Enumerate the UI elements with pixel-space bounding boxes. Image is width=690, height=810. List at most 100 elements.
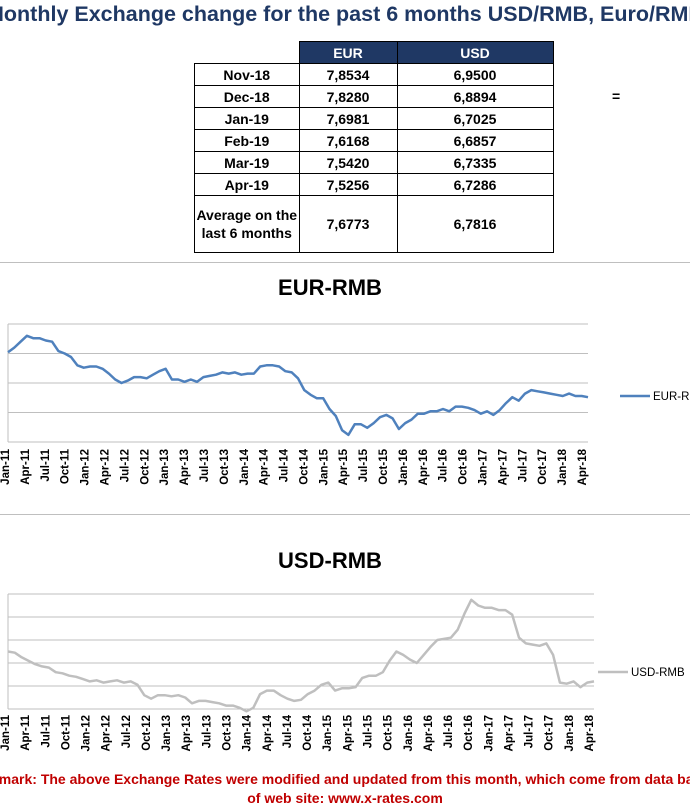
- x-tick-label: Apr-18: [577, 448, 589, 485]
- row-month: Mar-19: [194, 151, 300, 174]
- x-tick-label: Apr-12: [101, 715, 113, 751]
- header-usd: USD: [396, 41, 554, 64]
- table-row: Mar-19 7,5420 6,7335: [194, 151, 554, 174]
- table-row: Jan-19 7,6981 6,7025: [194, 107, 554, 130]
- x-tick-label: Jan-17: [483, 715, 495, 751]
- x-tick-label: Apr-16: [423, 715, 435, 751]
- x-tick-label: Oct-11: [60, 448, 72, 484]
- x-tick-label: Jul-13: [199, 449, 211, 482]
- row-usd: 6,9500: [396, 63, 554, 86]
- x-tick-label: Jul-16: [438, 449, 450, 482]
- row-eur: 7,8280: [298, 85, 398, 108]
- average-eur: 7,6773: [298, 195, 398, 253]
- x-tick-label: Apr-16: [418, 449, 430, 485]
- x-tick-label: Jan-11: [0, 448, 12, 484]
- x-tick-label: Apr-17: [503, 715, 515, 751]
- row-month: Nov-18: [194, 63, 300, 86]
- x-tick-label: Jan-17: [478, 449, 490, 485]
- row-eur: 7,6981: [298, 107, 398, 130]
- x-tick-label: Jul-14: [279, 448, 291, 482]
- x-tick-label: Apr-14: [262, 714, 274, 751]
- x-tick-label: Jul-11: [40, 448, 52, 481]
- exchange-rate-table: EUR USD Nov-18 7,8534 6,9500 Dec-18 7,82…: [194, 41, 554, 253]
- series-line: [7, 334, 589, 437]
- x-tick-label: Jul-15: [362, 714, 374, 748]
- table-row: Dec-18 7,8280 6,8894: [194, 85, 554, 108]
- chart-title: EUR-RMB: [278, 275, 382, 300]
- row-eur: 7,8534: [298, 63, 398, 86]
- x-tick-label: Jul-17: [524, 715, 536, 748]
- row-eur: 7,5256: [298, 173, 398, 196]
- x-tick-label: Oct-15: [383, 714, 395, 750]
- row-month: Feb-19: [194, 129, 300, 152]
- header-eur: EUR: [298, 41, 398, 64]
- x-tick-label: Apr-11: [20, 714, 32, 750]
- remark-note: Remark: The above Exchange Rates were mo…: [0, 771, 690, 806]
- x-tick-label: Apr-15: [342, 714, 354, 751]
- row-usd: 6,7286: [396, 173, 554, 196]
- x-tick-label: Apr-15: [338, 448, 350, 485]
- x-tick-label: Jul-12: [119, 449, 131, 482]
- x-tick-label: Oct-13: [219, 449, 231, 485]
- equals-sign: =: [612, 88, 621, 104]
- x-tick-label: Apr-12: [99, 449, 111, 485]
- x-tick-label: Jan-12: [81, 715, 93, 751]
- x-tick-label: Apr-14: [259, 448, 271, 485]
- x-tick-label: Oct-14: [302, 714, 314, 750]
- x-tick-label: Jul-11: [40, 714, 52, 747]
- row-month: Dec-18: [194, 85, 300, 108]
- x-tick-label: Apr-13: [181, 715, 193, 751]
- series-line: [7, 598, 595, 713]
- table-header-row: EUR USD: [194, 41, 554, 64]
- eur-rmb-chart: EUR-RMB Jan-11 Apr-11 Jul-11 Oct-11 Jan-12 Apr…: [0, 275, 690, 485]
- x-tick-label: Oct-12: [139, 449, 151, 485]
- row-eur: 7,6168: [298, 129, 398, 152]
- x-tick-label: Jan-18: [557, 448, 569, 485]
- row-usd: 6,6857: [396, 129, 554, 152]
- row-month: Apr-19: [194, 173, 300, 196]
- x-tick-label: Jul-16: [443, 715, 455, 748]
- x-tick-label: Jul-12: [121, 715, 133, 748]
- average-label: Average on the last 6 months: [194, 195, 300, 253]
- x-tick-label: Jan-12: [80, 449, 92, 485]
- x-tick-label: Jan-13: [159, 449, 171, 485]
- x-tick-label: Oct-16: [463, 715, 475, 751]
- row-eur: 7,5420: [298, 151, 398, 174]
- x-tick-label: Jul-17: [517, 449, 529, 482]
- legend-label: USD-RMB: [631, 667, 685, 679]
- legend-label: EUR-RMB: [653, 391, 690, 403]
- row-month: Jan-19: [194, 107, 300, 130]
- x-tick-label: Oct-16: [458, 449, 470, 485]
- x-tick-label: Oct-17: [544, 715, 556, 751]
- x-tick-label: Jan-13: [161, 715, 173, 751]
- x-tick-label: Jan-11: [0, 714, 12, 750]
- chart-title: USD-RMB: [278, 548, 382, 573]
- x-tick-label: Oct-13: [222, 715, 234, 751]
- x-tick-label: Oct-11: [60, 714, 72, 750]
- section-divider: [0, 514, 690, 515]
- x-tick-label: Jul-15: [358, 448, 370, 482]
- x-tick-label: Apr-11: [20, 448, 32, 484]
- x-tick-label: Apr-18: [584, 714, 596, 751]
- table-average-row: Average on the last 6 months 7,6773 6,78…: [194, 195, 554, 253]
- row-usd: 6,8894: [396, 85, 554, 108]
- row-usd: 6,7025: [396, 107, 554, 130]
- x-tick-label: Jan-16: [403, 715, 415, 751]
- x-tick-label: Jul-13: [201, 715, 213, 748]
- row-usd: 6,7335: [396, 151, 554, 174]
- x-tick-label: Jan-15: [322, 714, 334, 751]
- x-tick-label: Oct-15: [378, 448, 390, 484]
- x-tick-label: Jan-18: [564, 714, 576, 751]
- table-corner-cell: [194, 41, 300, 64]
- section-divider: [0, 262, 690, 263]
- table-row: Nov-18 7,8534 6,9500: [194, 63, 554, 86]
- page-title: Monthly Exchange change for the past 6 m…: [0, 2, 690, 26]
- x-tick-label: Jan-16: [398, 449, 410, 485]
- average-usd: 6,7816: [396, 195, 554, 253]
- x-tick-label: Apr-13: [179, 449, 191, 485]
- x-tick-label: Jan-14: [242, 714, 254, 751]
- table-row: Apr-19 7,5256 6,7286: [194, 173, 554, 196]
- x-tick-label: Oct-12: [141, 715, 153, 751]
- usd-rmb-chart: USD-RMB Jan-11 Apr-11 Jul-11 Oct-11 Jan-12 Apr…: [0, 548, 685, 751]
- x-tick-label: Jan-15: [318, 448, 330, 485]
